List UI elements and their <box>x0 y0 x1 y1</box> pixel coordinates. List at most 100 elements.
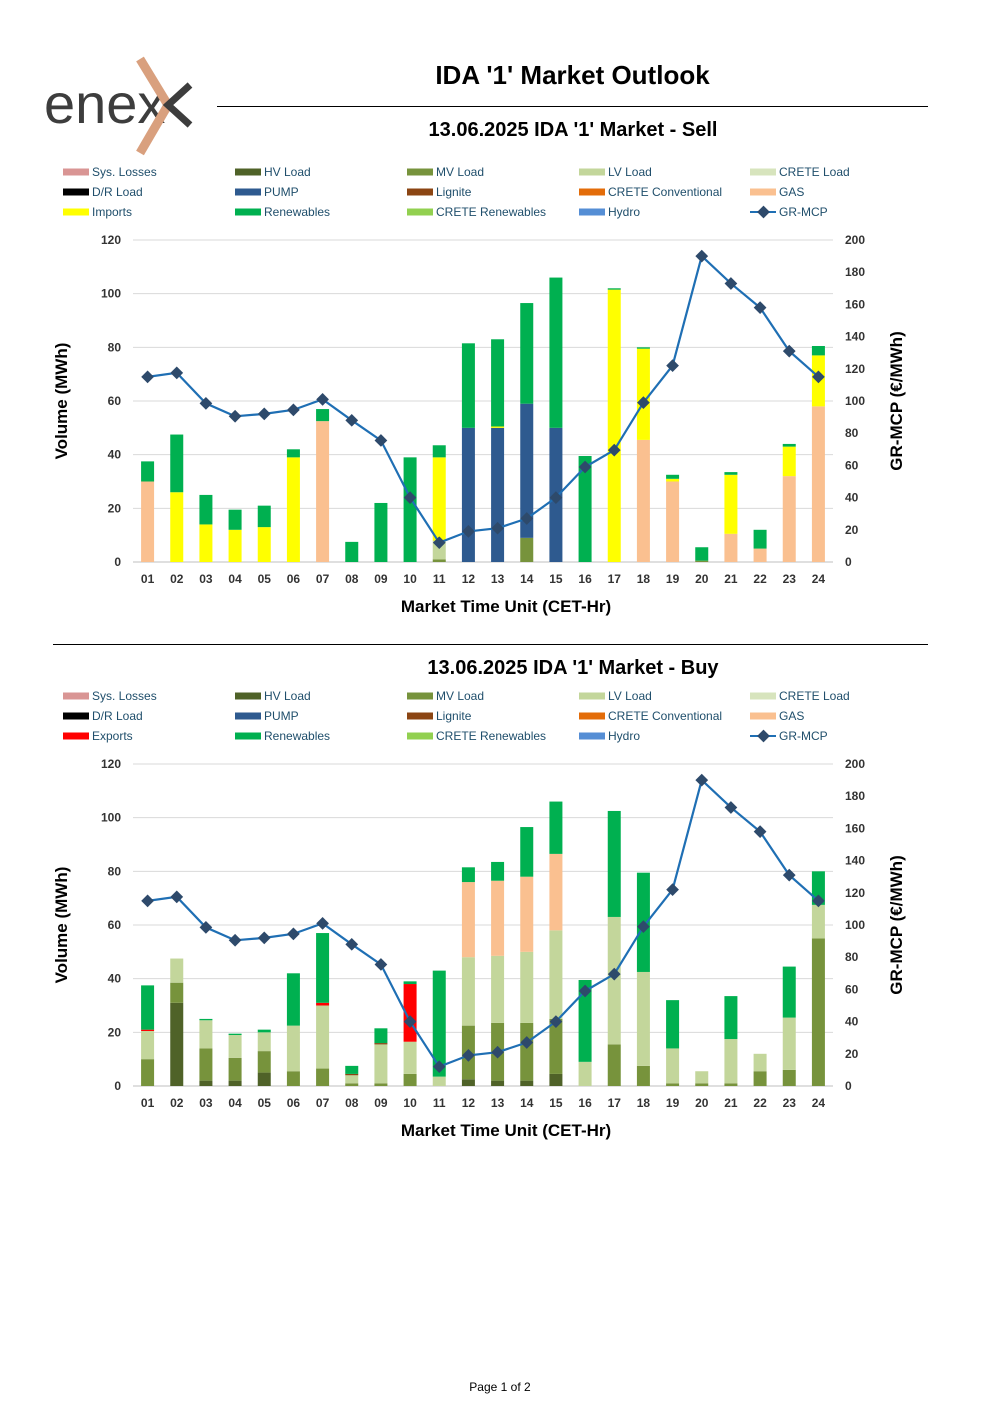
x-tick-label: 02 <box>170 1096 184 1110</box>
legend-label: GAS <box>779 709 804 723</box>
legend-label: Hydro <box>608 729 640 743</box>
bar-segment <box>666 1000 680 1049</box>
mcp-point <box>170 890 184 904</box>
legend-label: Lignite <box>436 709 472 723</box>
bar-segment <box>286 973 300 1026</box>
bar-segment <box>491 427 505 562</box>
legend-label: GAS <box>779 185 804 199</box>
bar-segment <box>666 1048 680 1084</box>
bar-segment <box>491 426 505 428</box>
bar-segment <box>257 1032 271 1052</box>
legend-label: LV Load <box>608 689 652 703</box>
y2-tick-label: 60 <box>845 458 859 472</box>
legend-item: PUMP <box>235 185 299 199</box>
mcp-line <box>147 778 820 1069</box>
bar-segment <box>199 524 213 562</box>
bar-segment <box>316 1068 330 1086</box>
bar-segment <box>374 1044 388 1084</box>
legend-swatch <box>750 692 776 700</box>
bar-segment <box>228 1035 242 1058</box>
y2-tick-label: 100 <box>845 918 865 932</box>
bar-segment <box>374 1043 388 1045</box>
x-tick-label: 17 <box>608 572 622 586</box>
legend-item: Lignite <box>407 709 472 723</box>
legend-label: PUMP <box>264 709 299 723</box>
bar-segment <box>811 938 825 1086</box>
x-tick-label: 05 <box>258 572 272 586</box>
bar-segment <box>374 502 388 562</box>
bar-segment <box>666 474 680 479</box>
logo-text: enex <box>44 72 165 135</box>
bar-segment <box>199 1048 213 1081</box>
bar-segment <box>782 1069 796 1086</box>
y2-tick-label: 0 <box>845 555 852 569</box>
legend-item: LV Load <box>579 165 652 179</box>
legend-item: Renewables <box>235 205 330 219</box>
bar-segment <box>491 861 505 881</box>
bar-segment <box>549 930 563 1019</box>
bar-segment <box>753 529 767 549</box>
mcp-point <box>199 921 213 934</box>
y2-tick-label: 180 <box>845 789 865 803</box>
legend-swatch <box>63 712 89 720</box>
x-tick-label: 09 <box>374 572 388 586</box>
bar-segment <box>666 481 680 562</box>
mcp-point <box>403 491 417 504</box>
legend-swatch <box>579 208 605 216</box>
legend-label: Renewables <box>264 729 330 743</box>
y-tick-label: 100 <box>101 287 121 301</box>
bar-segment <box>811 871 825 905</box>
legend-swatch <box>407 712 433 720</box>
legend-item: PUMP <box>235 709 299 723</box>
bar-segment <box>520 827 534 877</box>
y2-axis-title: GR-MCP (€/MWh) <box>887 331 906 470</box>
x-tick-label: 05 <box>258 1096 272 1110</box>
legend-swatch <box>407 208 433 216</box>
x-tick-label: 21 <box>724 1096 738 1110</box>
x-tick-label: 19 <box>666 1096 680 1110</box>
bar-segment <box>520 403 534 538</box>
sell-chart: Sys. Losses HV Load MV Load LV Load CRETE Lo… <box>52 165 906 616</box>
x-tick-label: 21 <box>724 572 738 586</box>
legend-label: CRETE Load <box>779 165 850 179</box>
bar-segment <box>286 1071 300 1086</box>
legend-label: HV Load <box>264 165 311 179</box>
legend-label: D/R Load <box>92 185 143 199</box>
bar-segment <box>286 1025 300 1072</box>
mcp-point <box>257 931 271 945</box>
legend-item: Imports <box>63 205 132 219</box>
legend-item: CRETE Conventional <box>579 185 722 199</box>
x-tick-label: 06 <box>287 1096 301 1110</box>
bar-segment <box>520 951 534 1023</box>
legend-item: Hydro <box>579 729 640 743</box>
x-tick-label: 03 <box>199 572 213 586</box>
legend-marker <box>757 205 770 219</box>
y-axis-title: Volume (MWh) <box>52 343 71 460</box>
legend-label: Sys. Losses <box>92 689 157 703</box>
bar-segment <box>257 1072 271 1086</box>
mcp-point <box>432 1060 446 1074</box>
bar-segment <box>228 1033 242 1036</box>
y2-tick-label: 20 <box>845 1047 859 1061</box>
bar-segment <box>753 548 767 562</box>
mcp-point <box>170 366 184 380</box>
mcp-point <box>316 393 329 406</box>
x-tick-label: 15 <box>549 572 563 586</box>
bar-segment <box>257 527 271 562</box>
bar-segment <box>782 446 796 477</box>
legend-label: CRETE Renewables <box>436 729 546 743</box>
bar-segment <box>636 439 650 562</box>
bar-segment <box>141 461 155 482</box>
bar-segment <box>403 457 417 562</box>
legend-swatch <box>579 732 605 740</box>
legend-swatch <box>579 692 605 700</box>
legend-swatch <box>63 188 89 196</box>
legend-item: MV Load <box>407 165 484 179</box>
bar-segment <box>141 985 155 1030</box>
bar-segment <box>491 955 505 1023</box>
buy-chart: Sys. Losses HV Load MV Load LV Load CRETE Lo… <box>52 689 906 1140</box>
bar-segment <box>578 1061 592 1086</box>
x-tick-label: 10 <box>403 572 417 586</box>
y2-tick-label: 100 <box>845 394 865 408</box>
y-tick-label: 40 <box>108 972 122 986</box>
